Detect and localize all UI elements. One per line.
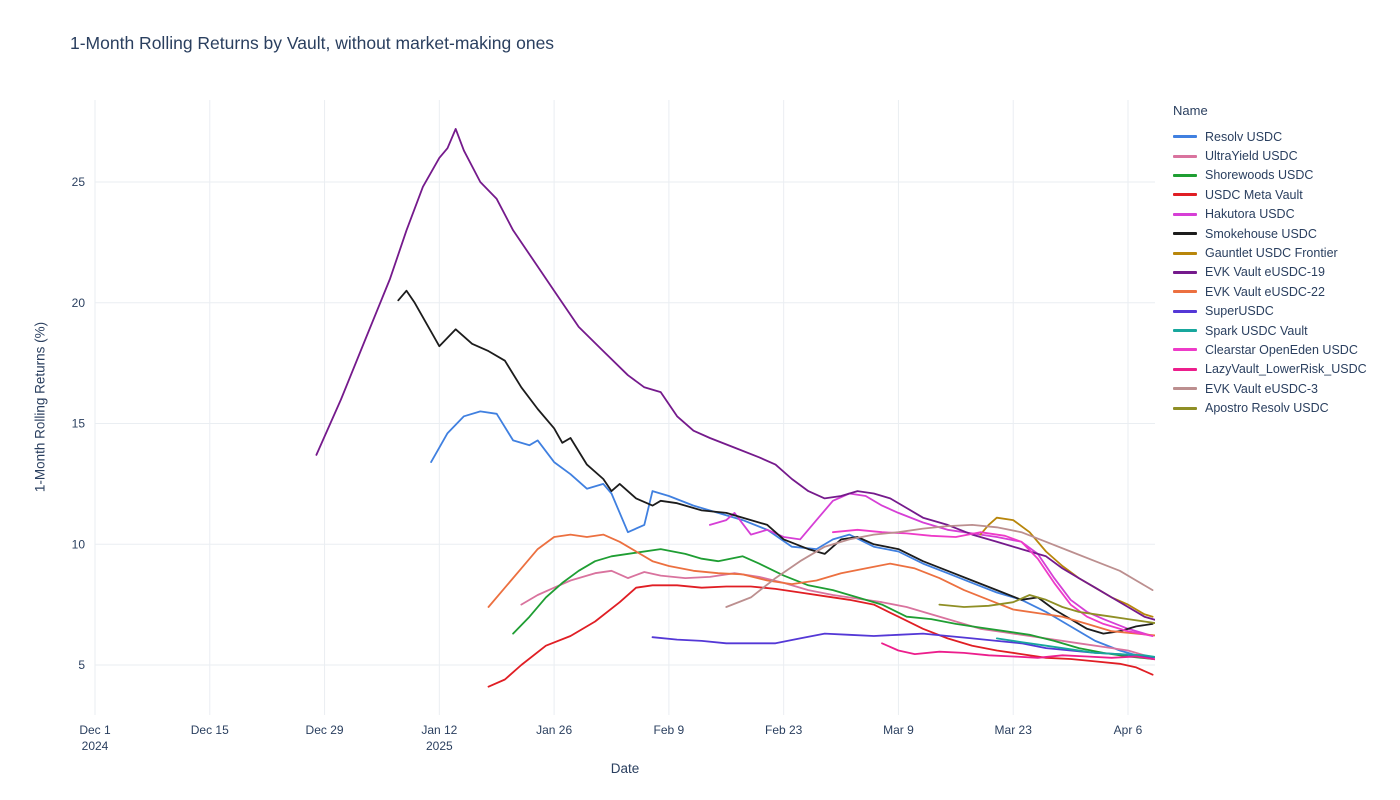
series-line-evk-vault-eusdc-19[interactable] [315,127,1160,622]
series-line-evk-vault-eusdc-3[interactable] [725,524,1154,608]
legend-label: EVK Vault eUSDC-19 [1205,265,1325,280]
series-line-apostro-resolv-usdc[interactable] [938,594,1160,624]
legend-line-swatch [1173,406,1197,410]
legend-line-swatch [1173,309,1197,313]
legend-line-swatch [1173,290,1197,294]
legend-line-swatch [1173,232,1197,236]
series-line-lazyvault-lowerrisk-usdc[interactable] [881,642,1161,661]
legend-label: LazyVault_LowerRisk_USDC [1205,362,1367,377]
legend-item-evk-vault-eusdc-22[interactable]: EVK Vault eUSDC-22 [1173,282,1367,301]
legend-item-hakutora-usdc[interactable]: Hakutora USDC [1173,205,1367,224]
legend-label: Spark USDC Vault [1205,323,1308,338]
legend-label: Smokehouse USDC [1205,226,1317,241]
legend-label: USDC Meta Vault [1205,187,1303,202]
legend-line-swatch [1173,154,1197,158]
legend-item-usdc-meta-vault[interactable]: USDC Meta Vault [1173,185,1367,204]
legend-label: Clearstar OpenEden USDC [1205,342,1358,357]
x-tick-year-label: 2025 [426,739,453,753]
legend-item-shorewoods-usdc[interactable]: Shorewoods USDC [1173,166,1367,185]
series-group [315,127,1161,688]
legend-label: UltraYield USDC [1205,149,1298,164]
legend-line-swatch [1173,212,1197,216]
y-tick-label: 10 [72,537,86,551]
series-line-shorewoods-usdc[interactable] [512,548,1154,660]
x-tick-label: Apr 6 [1114,723,1143,737]
legend-label: SuperUSDC [1205,304,1274,319]
legend-label: Resolv USDC [1205,129,1283,144]
legend-label: Apostro Resolv USDC [1205,401,1329,416]
legend-item-evk-vault-eusdc-19[interactable]: EVK Vault eUSDC-19 [1173,263,1367,282]
legend-title: Name [1173,103,1208,118]
y-tick-label: 25 [72,175,86,189]
legend-item-gauntlet-usdc-frontier[interactable]: Gauntlet USDC Frontier [1173,243,1367,262]
series-line-spark-usdc-vault[interactable] [995,637,1161,658]
legend-label: EVK Vault eUSDC-22 [1205,284,1325,299]
legend-line-swatch [1173,348,1197,352]
legend-line-swatch [1173,251,1197,255]
y-axis-title: 1-Month Rolling Returns (%) [32,321,48,493]
series-line-usdc-meta-vault[interactable] [487,584,1154,688]
legend-label: Hakutora USDC [1205,207,1295,222]
legend-line-swatch [1173,193,1197,197]
series-line-resolv-usdc[interactable] [430,410,1154,659]
legend-label: EVK Vault eUSDC-3 [1205,381,1319,396]
legend-item-superusdc[interactable]: SuperUSDC [1173,302,1367,321]
series-line-superusdc[interactable] [651,632,1161,659]
legend-item-lazyvault-lowerrisk-usdc[interactable]: LazyVault_LowerRisk_USDC [1173,360,1367,379]
legend-item-ultrayield-usdc[interactable]: UltraYield USDC [1173,146,1367,165]
legend-line-swatch [1173,135,1197,139]
legend-item-smokehouse-usdc[interactable]: Smokehouse USDC [1173,224,1367,243]
legend-line-swatch [1173,173,1197,177]
legend-label: Shorewoods USDC [1205,168,1314,183]
legend-items: Resolv USDC UltraYield USDC Shorewoods USD… [1173,127,1367,418]
legend-item-spark-usdc-vault[interactable]: Spark USDC Vault [1173,321,1367,340]
series-line-smokehouse-usdc[interactable] [397,289,1154,635]
x-tick-label: Mar 23 [995,723,1033,737]
x-tick-label: Feb 9 [654,723,685,737]
legend-line-swatch [1173,329,1197,333]
series-line-evk-vault-eusdc-22[interactable] [487,533,1161,637]
x-tick-year-label: 2024 [82,739,109,753]
legend-item-resolv-usdc[interactable]: Resolv USDC [1173,127,1367,146]
chart-title: 1-Month Rolling Returns by Vault, withou… [70,33,555,53]
x-axis-title: Date [610,761,640,776]
x-tick-label: Jan 26 [536,723,572,737]
legend: Name Resolv USDC UltraYield USDC Shorewood… [1173,103,1367,418]
series-line-gauntlet-usdc-frontier[interactable] [979,516,1154,618]
x-tick-label: Dec 15 [191,723,229,737]
x-tick-label: Dec 29 [306,723,344,737]
y-tick-label: 15 [72,417,86,431]
x-tick-label: Dec 1 [79,723,111,737]
legend-item-clearstar-openeden-usdc[interactable]: Clearstar OpenEden USDC [1173,340,1367,359]
y-tick-label: 20 [72,296,86,310]
legend-line-swatch [1173,387,1197,391]
x-tick-label: Mar 9 [883,723,914,737]
y-tick-label: 5 [78,658,85,672]
legend-item-evk-vault-eusdc-3[interactable]: EVK Vault eUSDC-3 [1173,379,1367,398]
x-tick-label: Jan 12 [421,723,457,737]
legend-line-swatch [1173,367,1197,371]
legend-item-apostro-resolv-usdc[interactable]: Apostro Resolv USDC [1173,398,1367,417]
x-tick-label: Feb 23 [765,723,803,737]
legend-line-swatch [1173,270,1197,274]
legend-label: Gauntlet USDC Frontier [1205,246,1338,261]
series-line-hakutora-usdc[interactable] [709,492,1154,637]
